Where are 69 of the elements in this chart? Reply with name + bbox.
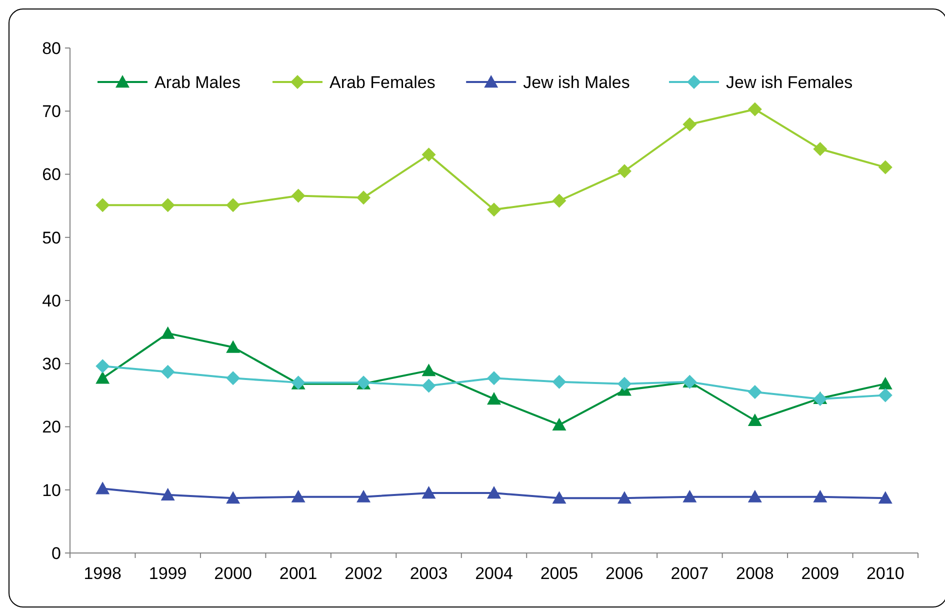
point [160, 364, 175, 379]
point [226, 340, 240, 353]
y-tick-label: 50 [42, 228, 61, 248]
x-tick-label: 1998 [84, 564, 122, 583]
point [748, 102, 762, 116]
y-tick-label: 40 [42, 291, 61, 310]
point [291, 490, 306, 502]
point [422, 486, 436, 499]
point [160, 326, 175, 339]
y-tick-label: 20 [42, 418, 61, 437]
y-tick-label: 30 [42, 354, 61, 374]
point [487, 486, 501, 499]
point [617, 491, 632, 504]
point [748, 490, 762, 502]
x-tick-label: 2000 [214, 564, 252, 583]
point [682, 117, 697, 132]
y-tick-label: 70 [42, 102, 61, 122]
point [487, 202, 501, 217]
point [291, 188, 306, 203]
point [878, 160, 892, 174]
point [226, 491, 240, 504]
point [160, 488, 175, 501]
legend-label: Arab Males [154, 72, 240, 92]
x-tick-label: 2009 [801, 564, 840, 583]
point [422, 378, 436, 393]
x-tick-label: 2003 [410, 564, 448, 583]
point [422, 364, 436, 376]
x-tick-label: 2005 [540, 564, 578, 583]
point [422, 148, 436, 162]
y-tick-label: 60 [42, 165, 61, 184]
y-tick-label: 10 [42, 480, 61, 500]
y-tick-label: 80 [42, 38, 61, 58]
point [356, 490, 371, 502]
point [96, 482, 110, 494]
x-tick-label: 2001 [279, 564, 318, 583]
point [96, 359, 110, 374]
point [552, 194, 566, 208]
point [878, 376, 892, 390]
point [617, 164, 632, 178]
point [160, 198, 175, 212]
point [878, 388, 892, 402]
x-tick-label: 2008 [736, 564, 774, 583]
point [356, 190, 371, 205]
x-tick-label: 2007 [670, 564, 709, 583]
point [226, 198, 240, 212]
point [226, 371, 240, 386]
legend-label: Jew ish Females [726, 72, 853, 92]
point [552, 374, 566, 389]
point [813, 142, 828, 156]
point [748, 385, 762, 400]
point [813, 490, 828, 502]
x-tick-label: 2002 [344, 564, 382, 583]
y-tick-label: 0 [52, 544, 61, 563]
point [878, 491, 892, 504]
point [487, 392, 501, 405]
x-tick-label: 2010 [866, 564, 904, 583]
x-tick-label: 1999 [148, 564, 187, 583]
point [552, 491, 566, 504]
legend-label: Arab Females [330, 72, 436, 92]
x-tick-label: 2006 [606, 564, 644, 583]
legend-label: Jew ish Males [523, 72, 630, 92]
point [682, 490, 697, 502]
point [552, 418, 566, 430]
point [487, 371, 501, 386]
point [748, 413, 762, 426]
x-tick-label: 2004 [475, 564, 513, 583]
point [96, 198, 110, 212]
point [96, 371, 110, 384]
point [617, 376, 632, 391]
